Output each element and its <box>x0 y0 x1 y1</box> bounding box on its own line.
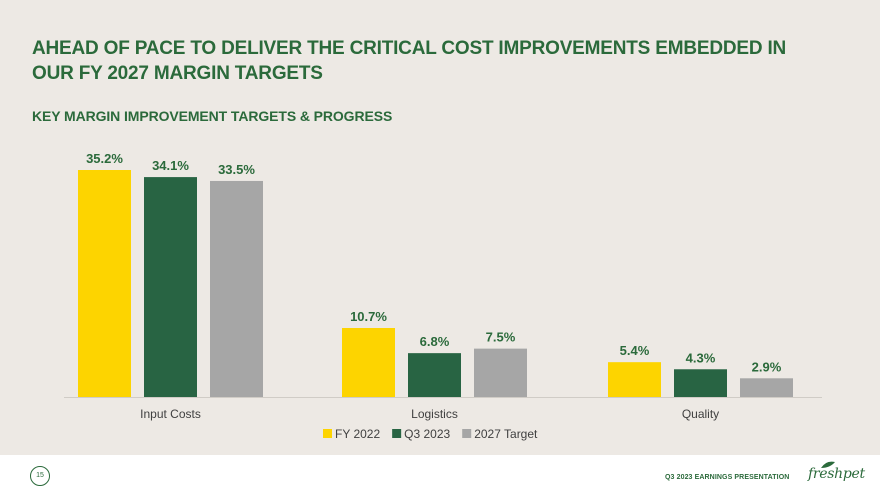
leaf-icon <box>821 461 835 468</box>
data-label-1-1: 35.2% <box>86 151 123 166</box>
freshpet-logo: freshpet <box>808 466 865 482</box>
chart-subtitle: KEY MARGIN IMPROVEMENT TARGETS & PROGRES… <box>32 108 393 124</box>
x-tick-label-1: Input Costs <box>140 407 201 421</box>
legend-swatch-3 <box>462 429 472 438</box>
bar-3-2 <box>674 369 727 397</box>
x-tick-label-2: Logistics <box>411 407 458 421</box>
data-label-2-1: 10.7% <box>350 309 387 324</box>
page-title: AHEAD OF PACE TO DELIVER THE CRITICAL CO… <box>32 38 787 84</box>
bar-2-3 <box>474 348 527 397</box>
legend-label-2: Q3 2023 <box>404 427 450 441</box>
bar-3-1 <box>608 362 661 397</box>
bar-3-3 <box>740 378 793 397</box>
bar-chart: 35.2% 34.1% 33.5% Input Costs 10.7% 6.8% 7.5% L… <box>64 151 822 441</box>
data-label-1-2: 34.1% <box>152 158 189 173</box>
page-number: 15 <box>30 466 50 486</box>
bar-1-1 <box>78 170 131 397</box>
data-label-1-3: 33.5% <box>218 162 255 177</box>
legend-label-3: 2027 Target <box>474 427 538 441</box>
x-tick-label-3: Quality <box>682 407 719 421</box>
data-label-2-3: 7.5% <box>486 330 516 345</box>
data-label-2-2: 6.8% <box>420 334 450 349</box>
bar-1-2 <box>144 177 197 397</box>
presentation-label: Q3 2023 EARNINGS PRESENTATION <box>665 474 790 481</box>
legend-swatch-1 <box>323 429 332 438</box>
footer: 15 Q3 2023 EARNINGS PRESENTATION freshpe… <box>0 455 880 495</box>
bar-2-1 <box>342 327 395 397</box>
data-label-3-1: 5.4% <box>620 343 650 358</box>
data-label-3-2: 4.3% <box>686 350 716 365</box>
legend-swatch-2 <box>392 429 402 438</box>
bar-2-2 <box>408 353 461 397</box>
bar-1-3 <box>210 180 263 397</box>
data-label-3-3: 2.9% <box>752 359 782 374</box>
legend-label-1: FY 2022 <box>335 427 380 441</box>
